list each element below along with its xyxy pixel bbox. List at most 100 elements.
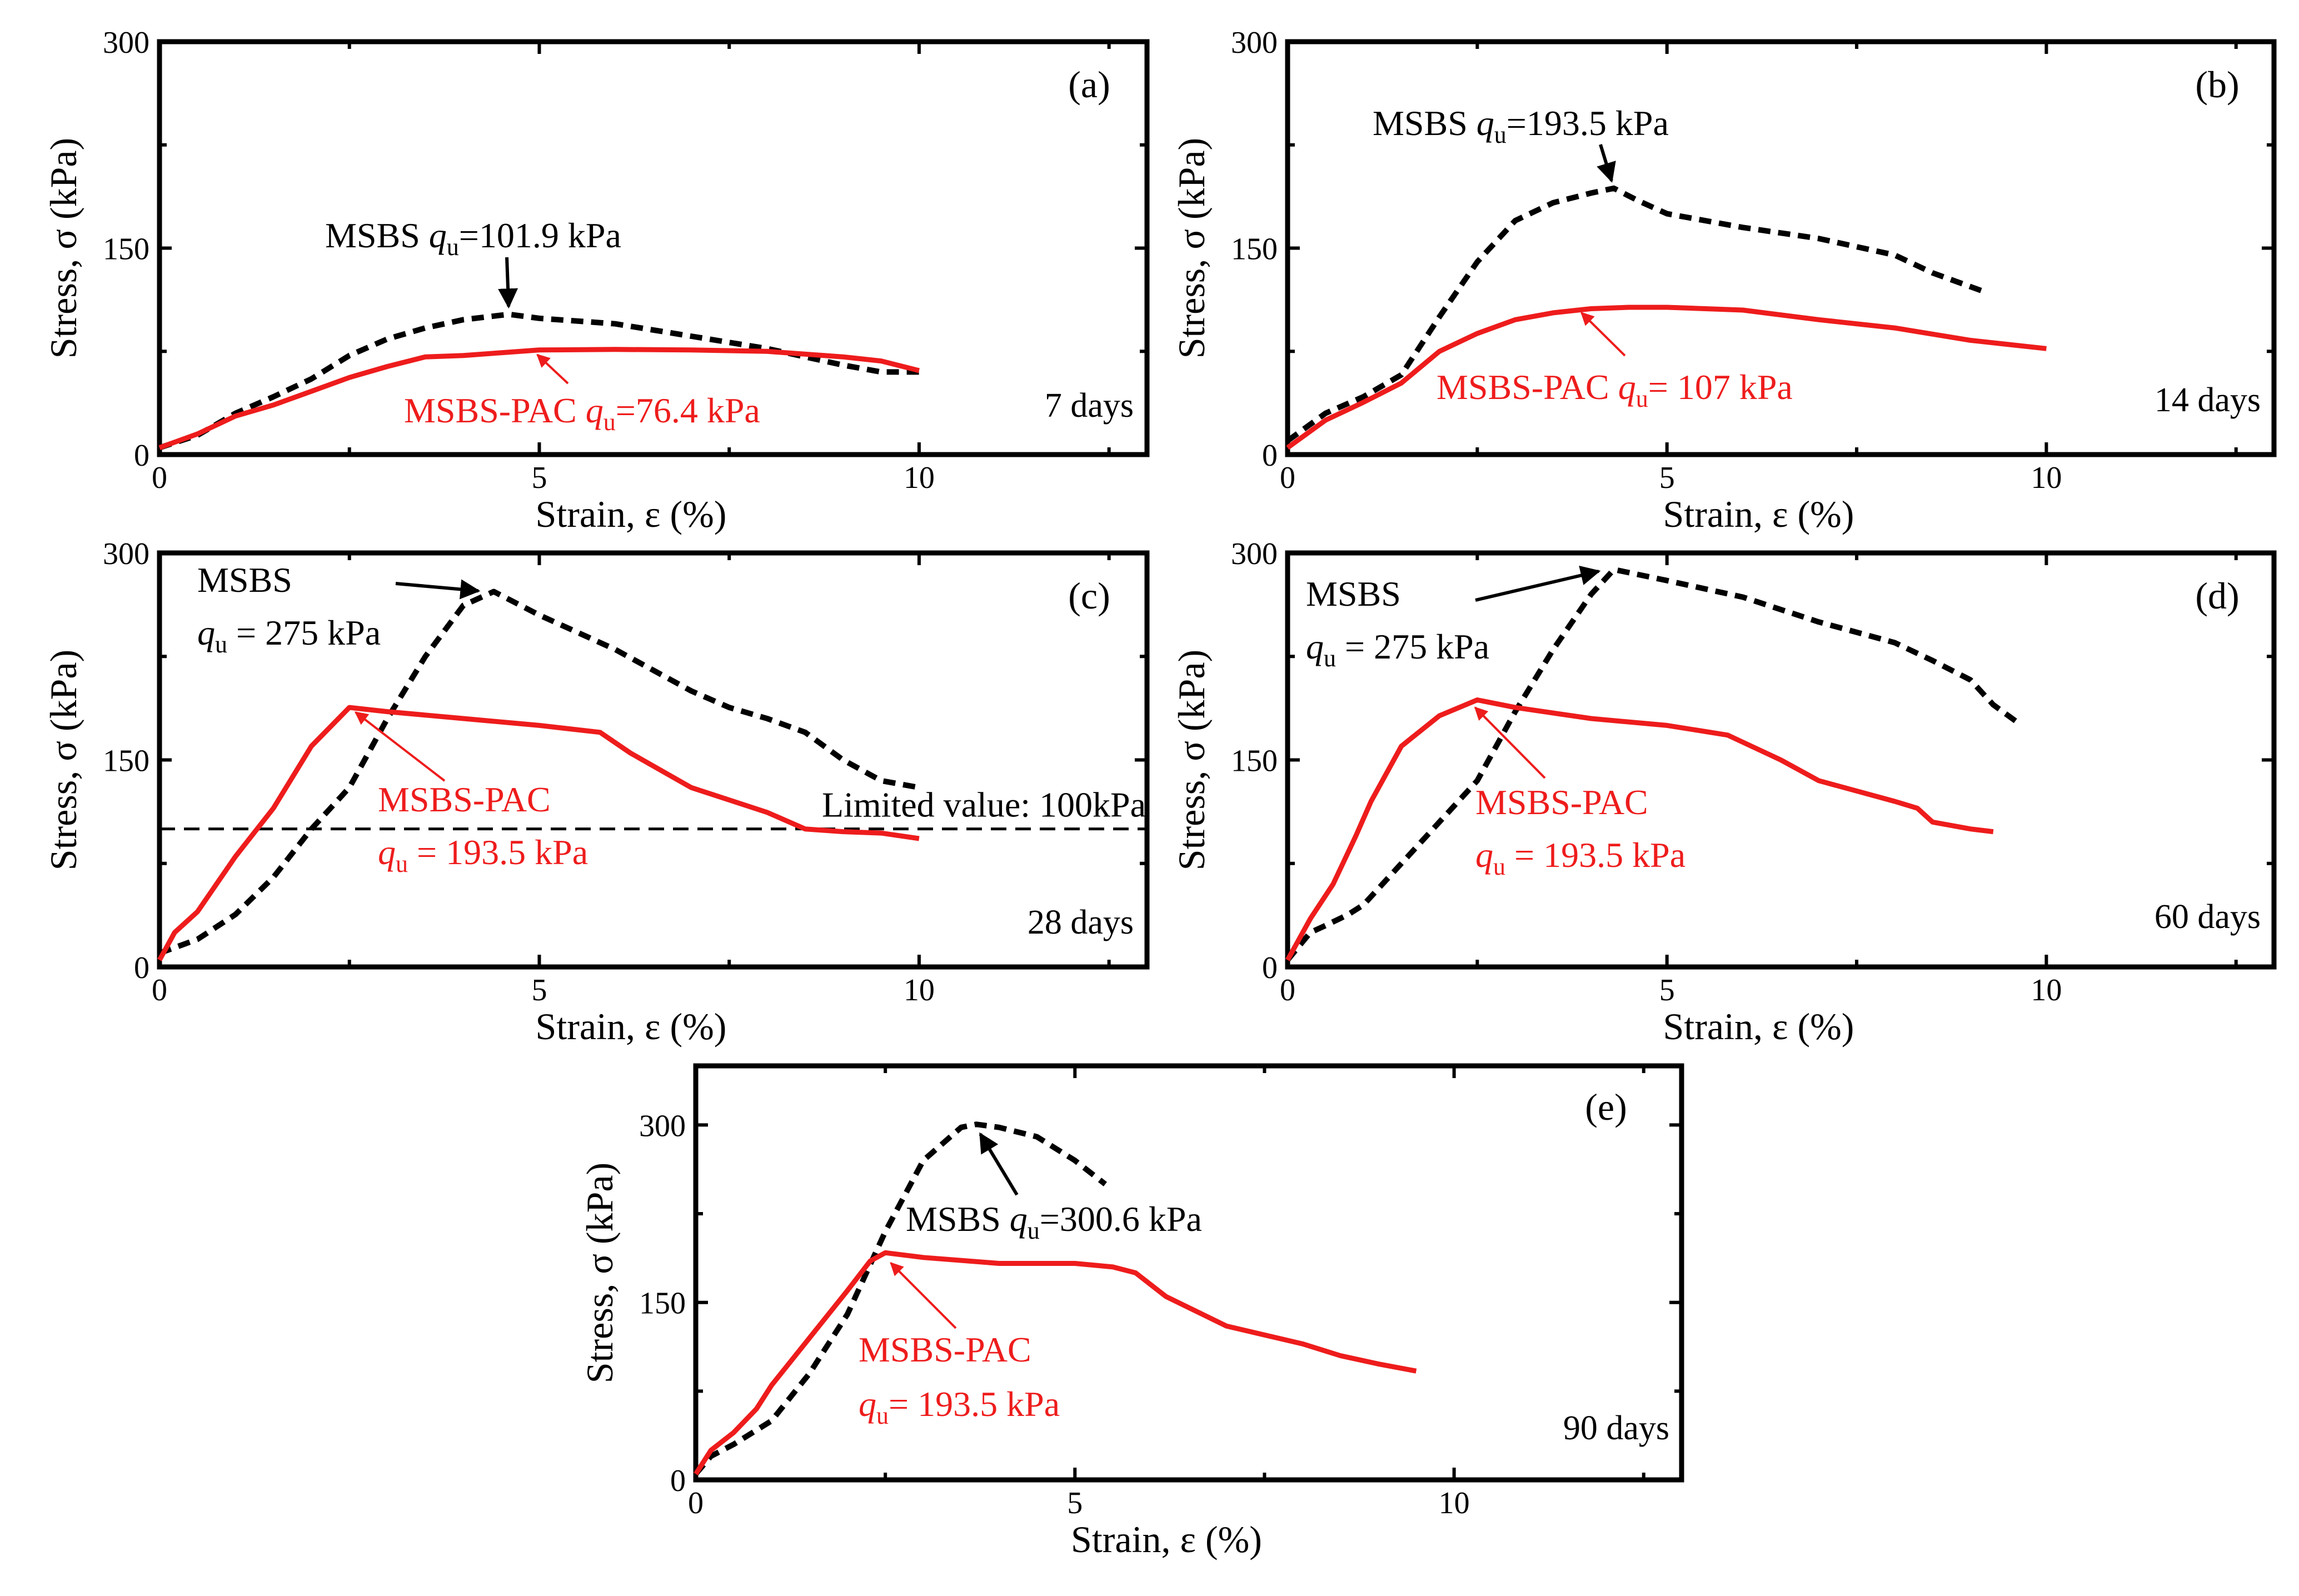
- x-axis-title: Strain, ε (%): [536, 493, 727, 535]
- peak-annotation-msbs-pac: MSBS-PAC qu=76.4 kPa: [404, 353, 760, 436]
- panel-label: (e): [1585, 1086, 1627, 1128]
- series-line-msbs: [1285, 566, 2018, 962]
- x-tick-label: 0: [152, 461, 167, 495]
- series-line-msbs-pac: [1286, 305, 2047, 450]
- annotation-arrow: [498, 257, 518, 309]
- annotation-text: MSBS-PAC qu= 107 kPa: [1437, 367, 1793, 412]
- curing-age-label: 28 days: [1028, 904, 1134, 941]
- x-axis-title: Strain, ε (%): [1663, 493, 1854, 535]
- y-tick-label: 0: [1262, 951, 1278, 985]
- curing-age-label: 14 days: [2155, 381, 2261, 419]
- y-axis-title: Stress, σ (kPa): [1170, 138, 1213, 358]
- y-tick-label: 300: [103, 26, 149, 60]
- curing-age-label: 90 days: [1563, 1409, 1669, 1447]
- x-axis-title: Strain, ε (%): [1071, 1518, 1262, 1560]
- annotation-line2: qu = 193.5 kPa: [1475, 835, 1685, 880]
- annotation-line1: MSBS: [197, 560, 292, 600]
- annotation-arrow: [1597, 144, 1616, 183]
- series-line-msbs: [158, 588, 920, 956]
- peak-annotation-msbs-pac: MSBS-PAC qu= 193.5 kPa: [859, 1262, 1060, 1429]
- x-tick-label: 5: [1659, 973, 1675, 1008]
- annotation-arrow: [1474, 706, 1546, 779]
- series-line-msbs-pac: [158, 347, 920, 450]
- panel-a: 0 5 10 0 150 300 Strain, ε (%) Stress, σ (kPa) (…: [42, 26, 1150, 535]
- y-axis-title: Stress, σ (kPa): [42, 138, 84, 358]
- x-tick-label: 0: [1280, 461, 1295, 495]
- peak-annotation-msbs: MSBS qu=300.6 kPa: [906, 1132, 1202, 1244]
- y-axis-title: Stress, σ (kPa): [42, 650, 84, 870]
- x-tick-label: 10: [2031, 461, 2062, 495]
- y-tick-label: 300: [1231, 26, 1278, 60]
- x-tick-label: 5: [531, 973, 547, 1008]
- annotation-arrow: [536, 353, 569, 385]
- annotation-text: MSBS qu=101.9 kPa: [325, 216, 621, 261]
- x-tick-label: 5: [1067, 1486, 1083, 1520]
- panel-d: 0 5 10 0 150 300 Strain, ε (%) Stress, σ (kPa) (…: [1170, 537, 2277, 1048]
- annotation-arrow: [890, 1262, 957, 1329]
- annotation-line2: qu = 275 kPa: [1306, 627, 1489, 672]
- annotation-arrow: [395, 579, 481, 600]
- x-tick-label: 10: [904, 973, 935, 1008]
- panel-label: (a): [1068, 63, 1110, 106]
- y-tick-label: 150: [1231, 744, 1278, 779]
- annotation-text: MSBS qu=300.6 kPa: [906, 1199, 1202, 1244]
- peak-annotation-msbs: MSBS qu=193.5 kPa: [1373, 103, 1669, 183]
- annotation-text: MSBS qu=193.5 kPa: [1373, 103, 1669, 148]
- annotation-line1: MSBS: [1306, 574, 1401, 614]
- annotation-line1: MSBS-PAC: [859, 1330, 1031, 1369]
- y-tick-label: 150: [103, 232, 149, 267]
- plot-frame: [693, 1063, 1684, 1483]
- x-tick-label: 5: [531, 461, 547, 495]
- x-tick-label: 10: [2031, 973, 2062, 1008]
- panel-e: 0 5 10 0 150 300 Strain, ε (%) Stress, σ (kPa) (…: [579, 1063, 1684, 1560]
- panel-label: (d): [2195, 575, 2239, 617]
- y-tick-label: 150: [103, 744, 149, 779]
- y-tick-label: 300: [1231, 537, 1278, 571]
- panel-label: (c): [1068, 575, 1110, 617]
- annotation-arrow: [979, 1132, 1019, 1196]
- series-line-msbs-pac: [694, 1250, 1417, 1475]
- y-tick-label: 0: [1262, 438, 1278, 473]
- annotation-arrow: [1475, 565, 1601, 602]
- y-axis-title: Stress, σ (kPa): [1170, 650, 1213, 870]
- x-tick-label: 0: [1280, 973, 1295, 1008]
- x-axis-title: Strain, ε (%): [536, 1005, 727, 1048]
- panel-b: 0 5 10 0 150 300 Strain, ε (%) Stress, σ (kPa) (…: [1170, 26, 2277, 535]
- panel-c: 0 5 10 0 150 300 Strain, ε (%) Stress, σ (kPa) (…: [42, 537, 1150, 1048]
- annotation-line2: qu= 193.5 kPa: [859, 1384, 1060, 1429]
- peak-annotation-msbs-pac: MSBS-PAC qu = 193.5 kPa: [1474, 706, 1685, 880]
- y-tick-label: 300: [103, 537, 149, 571]
- series-line-msbs-pac: [157, 705, 920, 961]
- y-tick-label: 150: [639, 1286, 686, 1321]
- x-tick-label: 10: [904, 461, 935, 495]
- x-tick-label: 5: [1659, 461, 1675, 495]
- curing-age-label: 7 days: [1045, 387, 1134, 425]
- annotation-line2: qu = 275 kPa: [197, 613, 381, 658]
- x-tick-label: 0: [152, 973, 167, 1008]
- peak-annotation-msbs-pac: MSBS-PAC qu = 193.5 kPa: [354, 711, 588, 877]
- limit-line-label: Limited value: 100kPa: [822, 785, 1146, 825]
- x-tick-label: 10: [1439, 1486, 1470, 1520]
- peak-annotation-msbs: MSBS qu = 275 kPa: [1306, 565, 1601, 672]
- x-axis-title: Strain, ε (%): [1663, 1005, 1854, 1048]
- series-line-msbs: [1286, 185, 1987, 443]
- y-tick-label: 150: [1231, 232, 1278, 267]
- peak-annotation-msbs-pac: MSBS-PAC qu= 107 kPa: [1437, 312, 1793, 412]
- panel-label: (b): [2195, 63, 2239, 106]
- peak-annotation-msbs: MSBS qu=101.9 kPa: [325, 216, 621, 309]
- y-tick-label: 0: [670, 1464, 686, 1498]
- series-line-msbs-pac: [1285, 697, 1994, 961]
- annotation-line1: MSBS-PAC: [1475, 782, 1648, 822]
- x-tick-label: 0: [688, 1486, 704, 1520]
- annotation-line1: MSBS-PAC: [378, 780, 551, 819]
- curing-age-label: 60 days: [2155, 898, 2261, 936]
- y-tick-label: 300: [639, 1109, 686, 1143]
- y-tick-label: 0: [134, 951, 149, 985]
- y-axis-title: Stress, σ (kPa): [579, 1163, 621, 1383]
- y-tick-label: 0: [134, 438, 149, 473]
- annotation-line2: qu = 193.5 kPa: [378, 832, 588, 877]
- annotation-text: MSBS-PAC qu=76.4 kPa: [404, 391, 760, 436]
- peak-annotation-msbs: MSBS qu = 275 kPa: [197, 560, 481, 658]
- annotation-arrow: [1580, 312, 1626, 357]
